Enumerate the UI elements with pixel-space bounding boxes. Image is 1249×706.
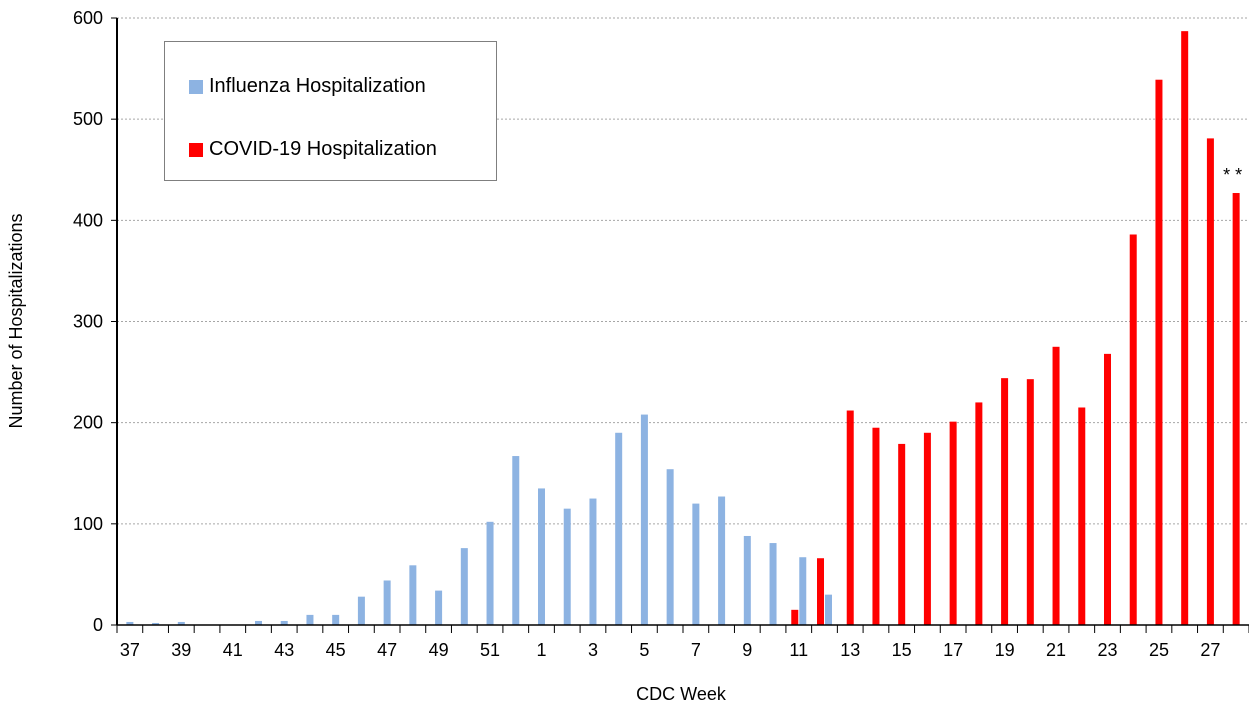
influenza-bar [512, 456, 520, 625]
x-axis-title: CDC Week [636, 684, 727, 704]
influenza-bar [460, 548, 468, 625]
influenza-bar [306, 614, 314, 625]
covid-bar [872, 427, 880, 625]
x-tick-label: 11 [789, 640, 808, 660]
x-tick-label: 7 [691, 640, 701, 660]
x-tick-label: 9 [742, 640, 752, 660]
legend-swatch-influenza [189, 79, 203, 94]
y-tick-label: 0 [93, 615, 103, 635]
y-tick-label: 100 [73, 514, 103, 534]
x-tick-label: 1 [536, 640, 546, 660]
y-tick-label: 200 [73, 413, 103, 433]
covid-bar [817, 558, 824, 625]
covid-bar [1155, 79, 1163, 625]
covid-bar [1232, 193, 1240, 626]
axes [111, 17, 1249, 633]
legend-item-covid: COVID-19 Hospitalization [189, 138, 437, 161]
y-tick-label: 300 [73, 312, 103, 332]
covid-bar [898, 443, 906, 625]
covid-bar [1104, 353, 1111, 625]
covid-bar [1026, 379, 1034, 625]
influenza-bar [799, 557, 807, 625]
x-tick-label: 5 [639, 640, 649, 660]
legend-label-covid: COVID-19 Hospitalization [209, 138, 437, 160]
x-tick-label: 51 [480, 640, 500, 660]
covid-bar [949, 421, 957, 625]
covid-bar [846, 410, 854, 625]
legend-label-influenza: Influenza Hospitalization [209, 75, 426, 97]
covid-bar [1052, 346, 1060, 625]
influenza-bar [589, 498, 597, 625]
influenza-bar [615, 432, 623, 625]
influenza-bar [383, 580, 391, 625]
x-tick-label: 17 [943, 640, 963, 660]
covid-bar [975, 402, 983, 625]
y-tick-label: 600 [73, 8, 103, 28]
influenza-bar [743, 535, 751, 625]
covid-bar [923, 432, 931, 625]
x-tick-label: 49 [429, 640, 449, 660]
x-tick-label: 39 [171, 640, 191, 660]
gridlines [117, 17, 1249, 525]
legend: Influenza Hospitalization COVID-19 Hospi… [164, 41, 497, 181]
influenza-bar [825, 594, 832, 625]
covid-bar [1001, 378, 1009, 625]
x-tick-label: 43 [274, 640, 294, 660]
x-tick-labels: 37 39 41 43 45 47 49 51 1 3 5 7 9 11 13 15 17 19 21 23 25 27 [120, 640, 1221, 660]
x-tick-label: 13 [840, 640, 860, 660]
y-tick-label: 500 [73, 109, 103, 129]
influenza-bar [357, 596, 365, 625]
covid-bar [1181, 31, 1189, 625]
y-tick-labels: 0 100 200 300 400 500 600 [73, 8, 103, 635]
x-tick-label: 45 [326, 640, 346, 660]
influenza-bar [666, 469, 674, 625]
covid-bar [1078, 407, 1086, 625]
covid-bar [1206, 138, 1214, 625]
influenza-bar [640, 414, 648, 625]
influenza-bar [255, 620, 262, 625]
influenza-bar [126, 621, 134, 625]
influenza-bar [332, 614, 340, 625]
x-tick-label: 47 [377, 640, 397, 660]
bars-group [126, 31, 1240, 626]
influenza-bar [177, 621, 185, 625]
x-tick-label: 19 [995, 640, 1015, 660]
influenza-bar [486, 521, 494, 625]
influenza-bar [692, 503, 700, 625]
annotation-label: * * [1223, 165, 1242, 185]
legend-swatch-covid [189, 142, 203, 157]
influenza-bar [409, 565, 417, 625]
x-tick-label: 3 [588, 640, 598, 660]
influenza-bar [280, 620, 288, 625]
influenza-bar [769, 543, 777, 625]
influenza-bar [563, 508, 571, 625]
y-tick-label: 400 [73, 210, 103, 230]
influenza-bar [538, 488, 545, 625]
x-tick-label: 27 [1200, 640, 1220, 660]
influenza-bar [152, 622, 160, 625]
x-tick-label: 25 [1149, 640, 1169, 660]
y-axis-title: Number of Hospitalizations [6, 213, 26, 428]
influenza-bar [435, 590, 443, 625]
x-tick-label: 37 [120, 640, 140, 660]
covid-bar [1129, 234, 1137, 625]
x-tick-label: 23 [1097, 640, 1117, 660]
x-tick-label: 41 [223, 640, 243, 660]
influenza-bar [718, 496, 726, 625]
x-tick-label: 15 [892, 640, 912, 660]
legend-item-influenza: Influenza Hospitalization [189, 75, 426, 98]
x-tick-label: 21 [1046, 640, 1066, 660]
covid-bar [791, 609, 799, 625]
